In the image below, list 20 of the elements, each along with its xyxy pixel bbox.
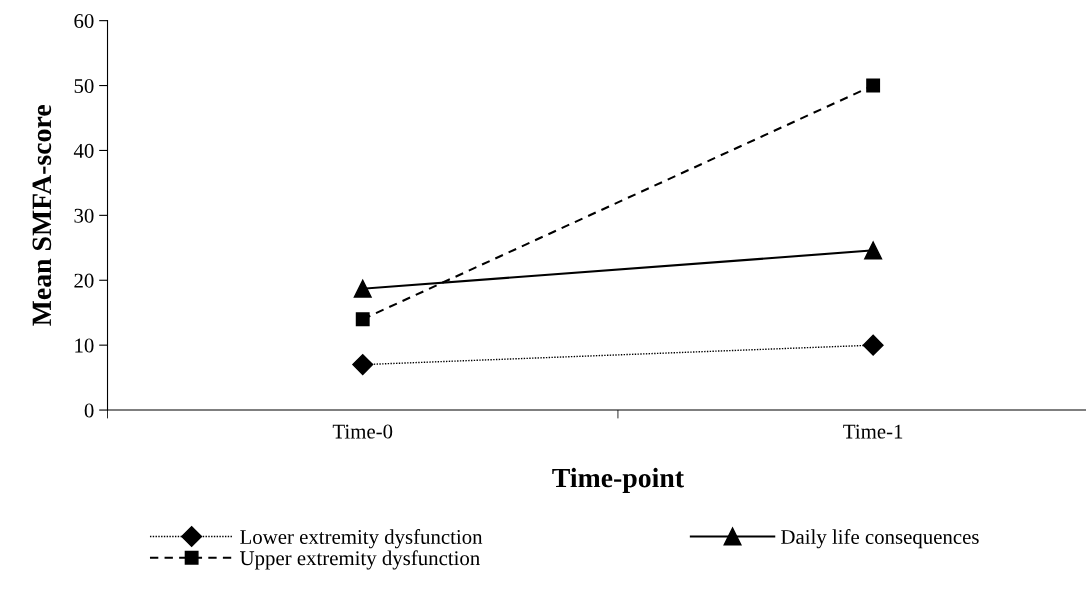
y-tick-label: 0 (84, 403, 94, 418)
point (353, 279, 372, 298)
x-tick-label: Time-1 (843, 424, 903, 439)
point (864, 241, 883, 260)
legend-label: Upper extremity dysfunction (239, 550, 480, 570)
point (862, 334, 884, 356)
y-tick-label: 30 (74, 208, 94, 223)
y-tick-label: 10 (75, 338, 94, 353)
legend-label: Daily life consequences (781, 529, 979, 549)
y-tick-label: 40 (73, 143, 94, 158)
x-tick-label: Time-0 (332, 424, 393, 439)
legend-label: Lower extremity dysfunction (240, 529, 483, 549)
point (352, 354, 374, 376)
y-tick-label: 60 (74, 14, 94, 29)
y-tick-label: 50 (74, 78, 94, 93)
point (355, 312, 370, 327)
y-tick-label: 20 (74, 273, 94, 288)
x-axis-title: Time-point (552, 467, 684, 494)
y-axis-title: Mean SMFA-score (32, 105, 52, 326)
point (866, 78, 881, 93)
